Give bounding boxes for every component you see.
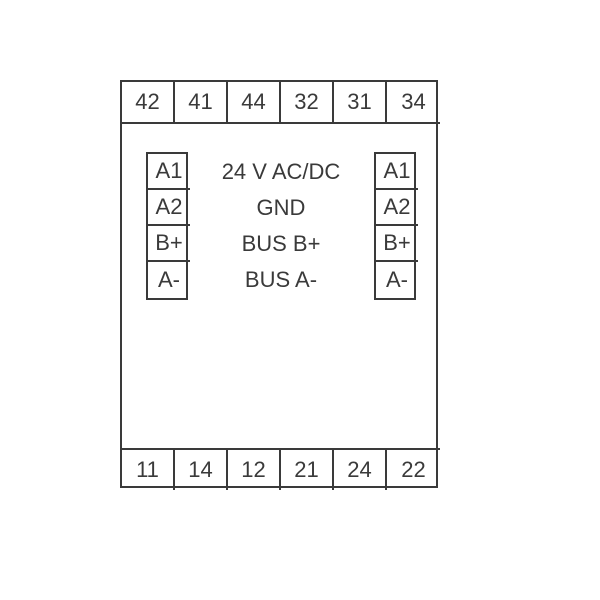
terminal-bottom: 11 [122, 450, 175, 490]
side-terminals-left: A1A2B+A- [146, 152, 188, 300]
terminal-bottom: 22 [387, 450, 440, 490]
center-labels: 24 V AC/DCGNDBUS B+BUS A- [208, 154, 354, 298]
side-terminals-right: A1A2B+A- [374, 152, 416, 300]
terminal-top: 31 [334, 82, 387, 122]
side-terminal: A1 [376, 154, 418, 190]
side-terminal: A1 [148, 154, 190, 190]
terminal-bottom: 14 [175, 450, 228, 490]
center-label: 24 V AC/DC [222, 154, 341, 190]
side-terminal: B+ [148, 226, 190, 262]
side-terminal: A2 [376, 190, 418, 226]
center-label: BUS A- [245, 262, 317, 298]
terminal-top: 34 [387, 82, 440, 122]
module-outline: 424144323134 A1A2B+A- 24 V AC/DCGNDBUS B… [120, 80, 438, 488]
terminal-bottom: 12 [228, 450, 281, 490]
side-terminal: A- [148, 262, 190, 298]
diagram-canvas: 424144323134 A1A2B+A- 24 V AC/DCGNDBUS B… [0, 0, 600, 600]
terminal-top: 44 [228, 82, 281, 122]
side-terminal: A2 [148, 190, 190, 226]
terminal-top: 32 [281, 82, 334, 122]
terminal-top: 42 [122, 82, 175, 122]
top-separator [122, 122, 440, 124]
center-label: GND [257, 190, 306, 226]
terminal-row-bottom: 111412212422 [122, 450, 440, 490]
center-label: BUS B+ [242, 226, 321, 262]
terminal-bottom: 24 [334, 450, 387, 490]
terminal-top: 41 [175, 82, 228, 122]
terminal-row-top: 424144323134 [122, 82, 440, 122]
terminal-bottom: 21 [281, 450, 334, 490]
side-terminal: B+ [376, 226, 418, 262]
side-terminal: A- [376, 262, 418, 298]
